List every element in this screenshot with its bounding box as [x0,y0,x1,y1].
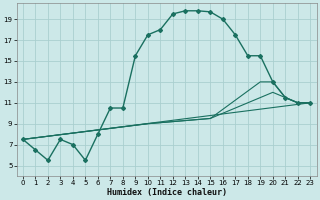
X-axis label: Humidex (Indice chaleur): Humidex (Indice chaleur) [107,188,227,197]
